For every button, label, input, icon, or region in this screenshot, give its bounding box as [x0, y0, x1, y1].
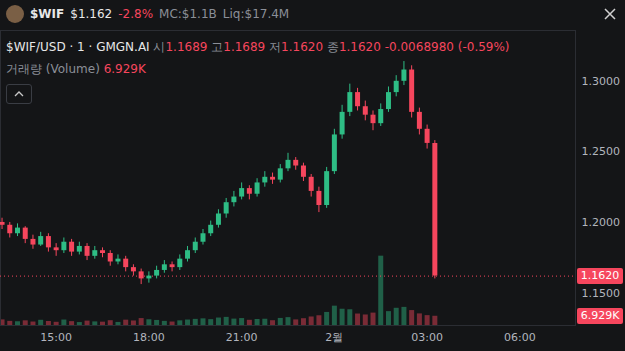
svg-text:21:00: 21:00 [226, 331, 258, 344]
html-text:$1.162: $1.162 [70, 7, 113, 21]
svg-text:1.2000: 1.2000 [582, 216, 621, 229]
svg-text:2월: 2월 [325, 331, 343, 344]
svg-text:1.1500: 1.1500 [582, 287, 621, 300]
html-text:6.929K: 6.929K [580, 308, 620, 322]
svg-text:1.3000: 1.3000 [582, 75, 621, 88]
html-text:MC:$1.1B: MC:$1.1B [159, 7, 217, 21]
html-text:거래량 (Volume) 6.929K: 거래량 (Volume) 6.929K [6, 62, 146, 76]
svg-text:1.2500: 1.2500 [582, 145, 621, 158]
svg-text:18:00: 18:00 [133, 331, 165, 344]
html-text:1.1620: 1.1620 [580, 268, 620, 282]
svg-text:15:00: 15:00 [40, 331, 72, 344]
html-text:-2.8%: -2.8% [118, 7, 154, 21]
html-text:$WIF: $WIF [30, 7, 65, 21]
html-text:Liq:$17.4M: Liq:$17.4M [222, 7, 290, 21]
svg-text:06:00: 06:00 [504, 331, 536, 344]
svg-text:03:00: 03:00 [411, 331, 443, 344]
html-text:$WIF/USD · 1 · GMGN.AI시1.1689고: $WIF/USD · 1 · GMGN.AI시1.1689고1.1689저1.1… [6, 40, 510, 54]
